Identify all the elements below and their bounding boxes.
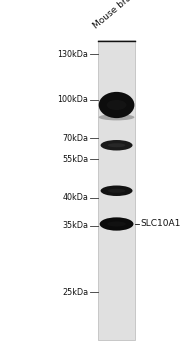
Text: 35kDa: 35kDa (62, 221, 88, 230)
Text: 25kDa: 25kDa (62, 288, 88, 297)
Ellipse shape (108, 143, 125, 147)
Ellipse shape (101, 186, 133, 196)
Ellipse shape (108, 189, 125, 193)
Text: SLC10A1: SLC10A1 (140, 219, 180, 229)
Ellipse shape (99, 92, 134, 118)
Text: Mouse brain: Mouse brain (92, 0, 140, 31)
Ellipse shape (107, 100, 126, 110)
Text: 70kDa: 70kDa (62, 134, 88, 143)
Ellipse shape (99, 114, 134, 120)
Ellipse shape (100, 217, 133, 231)
Text: 130kDa: 130kDa (58, 50, 88, 59)
Text: 40kDa: 40kDa (62, 193, 88, 202)
Text: 100kDa: 100kDa (58, 95, 88, 104)
Text: 55kDa: 55kDa (62, 155, 88, 164)
Ellipse shape (107, 222, 126, 226)
Ellipse shape (101, 140, 133, 150)
Bar (98, 40, 135, 340)
